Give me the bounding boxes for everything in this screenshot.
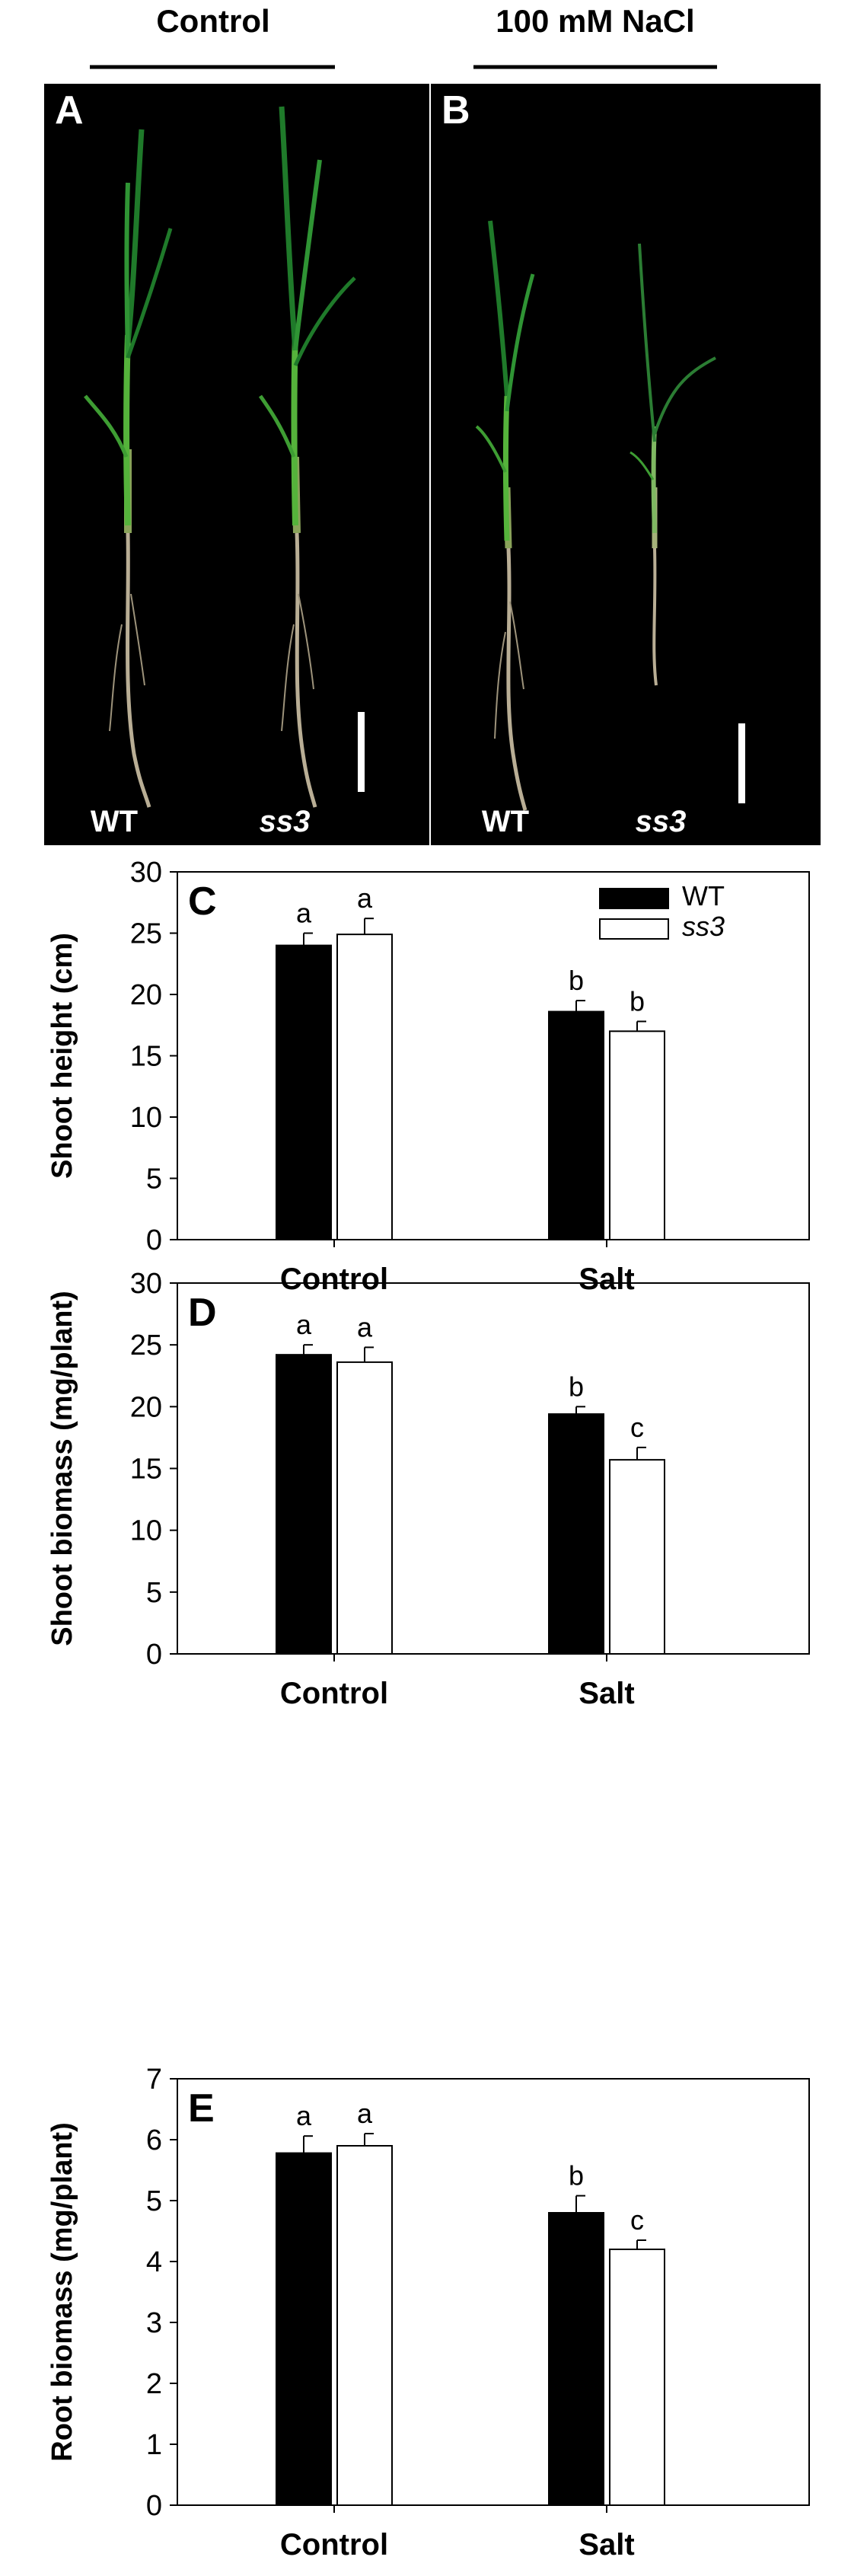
chart-c-bar-ss3: [609, 1030, 665, 1241]
chart-d-bar-ss3: [609, 1459, 665, 1655]
chart-e-y-axis-label: Root biomass (mg/plant): [46, 2122, 78, 2461]
chart-e-y-tick-label: 3: [146, 2307, 162, 2339]
photo-a-letter: A: [55, 88, 84, 132]
header: Control 100 mM NaCl: [90, 3, 717, 69]
chart-e-y-tick-label: 7: [146, 2064, 162, 2096]
chart-c-y-axis-label: Shoot height (cm): [46, 933, 78, 1179]
chart-c-y-tick-label: 25: [130, 918, 162, 950]
photo-a-background: [44, 84, 429, 845]
chart-e-sig-letter-wt: a: [296, 2100, 312, 2131]
chart-d-y-tick-label: 30: [130, 1268, 162, 1300]
chart-d-sig-letter-ss3: c: [630, 1412, 644, 1443]
chart-d-y-tick-label: 0: [146, 1639, 162, 1671]
header-salt-label: 100 mM NaCl: [496, 3, 694, 39]
chart-c-sig-letter-wt: a: [296, 898, 312, 929]
chart-d-x-label-salt: Salt: [579, 1677, 634, 1710]
chart-e-bar-wt: [276, 2152, 332, 2507]
photo-a-scale-bar: [358, 712, 365, 792]
chart-e-y-tick-label: 0: [146, 2490, 162, 2522]
chart-c-legend-label-wt: WT: [682, 880, 725, 911]
chart-c-y-tick-label: 20: [130, 979, 162, 1011]
chart-d-y-tick-label: 25: [130, 1329, 162, 1361]
chart-c-legend-swatch-ss3: [599, 918, 669, 940]
chart-c-bar-wt: [548, 1010, 604, 1241]
chart-d-y-tick-label: 15: [130, 1454, 162, 1486]
chart-d-sig-letter-wt: b: [569, 1371, 584, 1402]
chart-c-bar-wt: [276, 944, 332, 1240]
chart-c-y-tick-label: 30: [130, 857, 162, 889]
photo-b-label-ss3: ss3: [636, 805, 687, 838]
chart-c-y-tick-label: 0: [146, 1224, 162, 1256]
chart-e-y-tick-label: 1: [146, 2429, 162, 2461]
chart-e-sig-letter-ss3: a: [357, 2098, 373, 2129]
chart-d-y-tick-label: 10: [130, 1515, 162, 1547]
chart-e-x-label-control: Control: [280, 2528, 388, 2562]
photo-panel-b: B WT ss3: [431, 84, 821, 845]
chart-d-frame: [177, 1282, 810, 1655]
chart-c-legend-swatch-wt: [599, 888, 669, 909]
photo-b-plant-ss3: [630, 243, 716, 686]
photo-a-plant-wt: [84, 129, 173, 808]
chart-d-x-label-control: Control: [280, 1677, 388, 1710]
chart-c-y-tick-label: 15: [130, 1041, 162, 1073]
chart-c: 0 5 10 15 20 25 30 Shoot height (cm) C Control Sal…: [46, 857, 810, 1296]
chart-e: 0 1 2 3 4 5 6 7 Root biomass (mg/plant) E Control S…: [46, 2064, 810, 2562]
chart-d-sig-letter-wt: a: [296, 1309, 312, 1340]
chart-e-y-tick-label: 6: [146, 2124, 162, 2156]
photo-b-letter: B: [441, 88, 470, 132]
chart-d-bar-wt: [548, 1413, 604, 1655]
header-control-label: Control: [156, 3, 269, 39]
chart-e-y-tick-label: 5: [146, 2185, 162, 2217]
chart-d-panel-letter: D: [188, 1291, 217, 1335]
chart-c-x-label-control: Control: [280, 1262, 388, 1296]
photo-panel-a: A WT ss3: [44, 84, 429, 845]
chart-c-bar-ss3: [336, 934, 393, 1240]
chart-e-y-tick-label: 2: [146, 2368, 162, 2400]
photo-b-label-wt: WT: [482, 805, 529, 838]
photo-a-plant-ss3: [258, 106, 356, 808]
chart-e-sig-letter-wt: b: [569, 2160, 584, 2191]
chart-d: 0 5 10 15 20 25 30 Shoot biomass (mg/plant) D Con…: [46, 1268, 810, 1710]
chart-e-x-label-salt: Salt: [579, 2528, 634, 2562]
chart-c-x-label-salt: Salt: [579, 1262, 634, 1296]
photo-a-label-ss3: ss3: [260, 805, 311, 838]
chart-e-y-tick-label: 4: [146, 2246, 162, 2278]
chart-e-frame: [177, 2078, 810, 2506]
chart-d-bar-ss3: [336, 1361, 393, 1655]
chart-c-y-tick-label: 5: [146, 1164, 162, 1195]
chart-e-bar-wt: [548, 2212, 604, 2506]
chart-e-bar-ss3: [336, 2145, 393, 2506]
photo-b-background: [431, 84, 821, 845]
chart-c-sig-letter-wt: b: [569, 965, 584, 996]
chart-c-sig-letter-ss3: b: [630, 985, 645, 1017]
photo-b-plant-wt: [475, 220, 535, 811]
chart-e-sig-letter-ss3: c: [630, 2204, 644, 2236]
chart-c-y-tick-label: 10: [130, 1102, 162, 1134]
chart-c-sig-letter-ss3: a: [357, 883, 373, 914]
photo-b-scale-bar: [738, 723, 745, 803]
chart-e-panel-letter: E: [188, 2086, 215, 2131]
chart-d-bar-wt: [276, 1354, 332, 1655]
chart-d-y-axis-label: Shoot biomass (mg/plant): [46, 1291, 78, 1646]
chart-d-y-tick-label: 5: [146, 1577, 162, 1609]
chart-c-legend-label-ss3: ss3: [682, 911, 725, 942]
chart-d-y-tick-label: 20: [130, 1391, 162, 1423]
chart-e-bar-ss3: [609, 2249, 665, 2506]
chart-c-panel-letter: C: [188, 879, 217, 924]
chart-d-sig-letter-ss3: a: [357, 1311, 373, 1342]
photo-a-label-wt: WT: [91, 805, 138, 838]
